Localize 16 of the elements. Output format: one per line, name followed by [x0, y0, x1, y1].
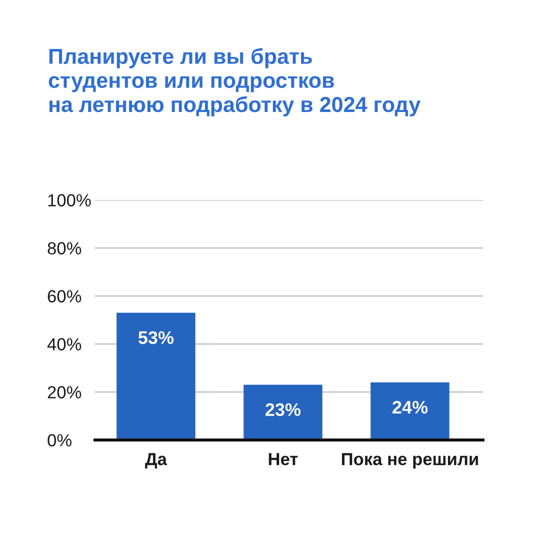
y-tick-label: 100%	[48, 194, 91, 206]
data-label: 24%	[392, 400, 428, 414]
y-tick-label: 20%	[48, 386, 82, 398]
x-tick-label: Нет	[268, 453, 298, 466]
y-tick-label: 80%	[48, 242, 82, 254]
y-tick-label: 40%	[47, 338, 82, 350]
bar	[370, 382, 450, 440]
y-tick-label: 60%	[48, 290, 82, 302]
bar	[116, 312, 196, 440]
y-tick-label: 0%	[48, 434, 72, 446]
x-tick-label: Да	[145, 453, 168, 469]
data-label: 53%	[138, 331, 174, 344]
x-tick-label: Пока не решили	[342, 453, 478, 469]
data-label: 23%	[266, 403, 301, 416]
bar	[244, 384, 322, 440]
chart-title: Планируете ли вы брать студентов или подростков на летнюю подработку в 2024 году	[48, 48, 421, 116]
